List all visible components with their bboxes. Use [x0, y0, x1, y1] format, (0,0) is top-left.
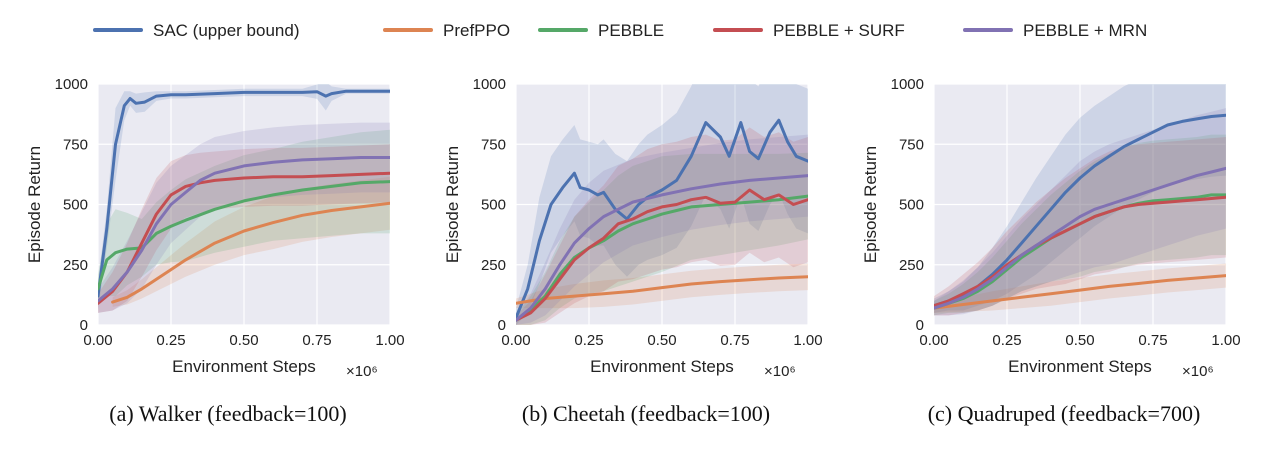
band-sac-upper-bound [934, 84, 1226, 313]
band-sac-upper-bound [516, 84, 808, 325]
y-tick-label: 0 [498, 317, 506, 334]
y-tick-label: 1000 [473, 76, 506, 93]
legend-item-pebble-surf: PEBBLE + SURF [713, 21, 905, 40]
series-line-prefppo [934, 274, 1226, 310]
y-tick-label: 750 [63, 136, 88, 153]
panel-caption: (c) Quadruped (feedback=700) [928, 401, 1201, 426]
series-line-sac-upper-bound [98, 89, 390, 298]
y-axis-label: Episode Return [443, 146, 462, 263]
band-pebble-mrn [98, 122, 390, 313]
x-tick-label: 1.00 [375, 332, 404, 349]
chart-panel-2: 0.00 0.25 0.50 0.75 1.00 0 250 500 750 1000 Enviro… [443, 76, 823, 426]
series-line-pebble-mrn [98, 156, 390, 303]
series-line-pebble-mrn [934, 166, 1226, 310]
band-sac-upper-bound [98, 84, 390, 311]
band-prefppo [516, 263, 808, 309]
y-tick-label: 500 [899, 197, 924, 214]
charts: 0.00 0.25 0.50 0.75 1.00 0 250 500 750 1000 Enviro… [25, 76, 1241, 426]
legend-label: PrefPPO [443, 21, 510, 40]
x-tick-label: 0.25 [992, 332, 1021, 349]
y-tick-label: 0 [80, 317, 88, 334]
x-tick-label: 0.75 [720, 332, 749, 349]
x-tick-label: 0.50 [1065, 332, 1094, 349]
series-line-pebble-mrn [516, 174, 808, 322]
x-tick-label: 1.00 [1211, 332, 1240, 349]
x-axis-label: Environment Steps [172, 357, 316, 376]
y-tick-label: 1000 [55, 76, 88, 93]
series-line-pebble-surf [934, 195, 1226, 308]
y-tick-label: 750 [899, 136, 924, 153]
legend: SAC (upper bound) PrefPPO PEBBLE PEBBLE + S… [93, 21, 1147, 40]
y-axis-label: Episode Return [861, 146, 880, 263]
panel-caption: (b) Cheetah (feedback=100) [522, 401, 770, 426]
x-multiplier: ×10⁶ [346, 363, 378, 380]
x-multiplier: ×10⁶ [1182, 363, 1214, 380]
series-line-sac-upper-bound [516, 118, 808, 320]
y-tick-label: 250 [481, 257, 506, 274]
y-tick-label: 1000 [891, 76, 924, 93]
band-pebble [98, 129, 390, 304]
x-tick-label: 0.00 [919, 332, 948, 349]
x-tick-label: 0.25 [156, 332, 185, 349]
legend-item-sac-upper-bound: SAC (upper bound) [93, 21, 299, 40]
chart-panel-1: 0.00 0.25 0.50 0.75 1.00 0 250 500 750 1000 Enviro… [25, 76, 405, 426]
x-axis-label: Environment Steps [590, 357, 734, 376]
series-line-prefppo [111, 201, 390, 304]
y-tick-label: 750 [481, 136, 506, 153]
y-tick-label: 500 [63, 197, 88, 214]
x-tick-label: 1.00 [793, 332, 822, 349]
panel-caption: (a) Walker (feedback=100) [109, 401, 346, 426]
legend-label: PEBBLE + MRN [1023, 21, 1147, 40]
legend-item-prefppo: PrefPPO [383, 21, 510, 40]
y-tick-label: 0 [916, 317, 924, 334]
x-tick-label: 0.75 [1138, 332, 1167, 349]
x-tick-label: 0.00 [83, 332, 112, 349]
legend-label: SAC (upper bound) [153, 21, 299, 40]
band-pebble [516, 152, 808, 325]
x-tick-label: 0.50 [647, 332, 676, 349]
x-tick-label: 0.00 [501, 332, 530, 349]
series-line-pebble-surf [516, 188, 808, 322]
x-tick-label: 0.25 [574, 332, 603, 349]
y-tick-label: 250 [899, 257, 924, 274]
x-multiplier: ×10⁶ [764, 363, 796, 380]
x-tick-label: 0.50 [229, 332, 258, 349]
band-prefppo [112, 176, 390, 307]
band-pebble-surf [516, 127, 808, 325]
legend-item-pebble-mrn: PEBBLE + MRN [963, 21, 1147, 40]
legend-label: PEBBLE + SURF [773, 21, 905, 40]
y-axis-label: Episode Return [25, 146, 44, 263]
legend-label: PEBBLE [598, 21, 664, 40]
series-line-pebble [98, 180, 390, 291]
legend-item-pebble: PEBBLE [538, 21, 664, 40]
y-tick-label: 500 [481, 197, 506, 214]
y-tick-label: 250 [63, 257, 88, 274]
x-axis-label: Environment Steps [1008, 357, 1152, 376]
band-pebble-surf [98, 144, 390, 313]
x-tick-label: 0.75 [302, 332, 331, 349]
chart-panel-3: 0.00 0.25 0.50 0.75 1.00 0 250 500 750 1000 Enviro… [861, 76, 1241, 426]
